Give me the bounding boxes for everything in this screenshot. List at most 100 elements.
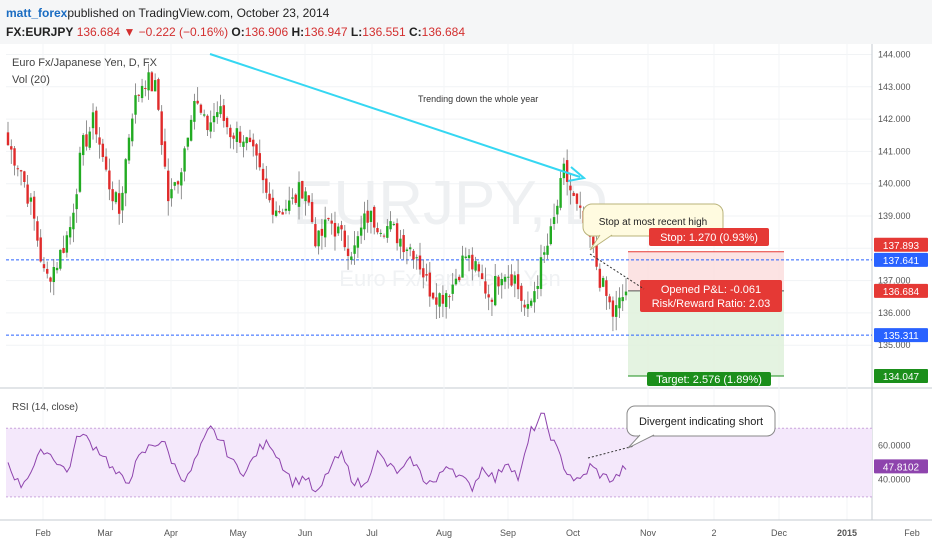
candle (438, 292, 441, 319)
candle (343, 224, 346, 251)
candle (176, 180, 180, 194)
horizontal-lines[interactable] (6, 259, 872, 336)
chart-canvas[interactable]: 144.000 143.000 142.000 141.000 140.000 139.0… (0, 44, 932, 550)
candle-body (448, 296, 451, 298)
candle (444, 290, 448, 319)
candle-body (235, 128, 239, 142)
candle (29, 193, 33, 215)
candle-body (369, 210, 373, 222)
candle (46, 261, 49, 279)
high-value: 136.947 (304, 25, 348, 39)
candle (10, 139, 13, 164)
drawings[interactable]: Trending down the whole year Stop at most… (209, 53, 782, 459)
candle (98, 127, 101, 159)
time-tick-label: 2 (711, 528, 716, 538)
author-link[interactable]: matt_forex (6, 6, 68, 20)
open-label: O: (231, 25, 245, 39)
candle (167, 158, 170, 216)
price-label-box (874, 252, 928, 267)
candle (346, 235, 350, 270)
target-label-box[interactable] (647, 372, 771, 386)
candle (297, 171, 301, 220)
candle (454, 268, 458, 286)
candle (327, 217, 330, 222)
candle-body (543, 252, 546, 255)
candle (75, 188, 78, 223)
candle (320, 218, 324, 250)
candle (359, 215, 363, 244)
candle (516, 260, 520, 300)
candle (274, 201, 278, 218)
price-label-text: 136.684 (883, 287, 920, 298)
candle-body (552, 217, 556, 224)
candle-body (170, 189, 173, 199)
price-axis[interactable]: 144.000 143.000 142.000 141.000 140.000 139.0… (871, 44, 911, 520)
candle (546, 233, 549, 260)
candle (520, 283, 523, 312)
candle-body (36, 221, 39, 241)
candle (572, 191, 575, 197)
candle-body (337, 226, 340, 234)
candle-body (376, 228, 379, 233)
divergent-callout-bubble[interactable] (626, 405, 776, 437)
candle (153, 73, 157, 92)
candle-body (121, 192, 124, 211)
candle-body (346, 248, 350, 257)
candle-body (353, 245, 356, 254)
candle (605, 276, 608, 310)
candle-body (91, 112, 95, 129)
rsi-pane[interactable] (6, 412, 872, 498)
candle-body (516, 274, 520, 290)
candle-body (471, 254, 474, 270)
candle-body (327, 217, 330, 220)
candle (549, 218, 552, 246)
symbol-name[interactable]: FX:EURJPY (6, 25, 74, 39)
candle-body (608, 296, 611, 303)
candle (222, 98, 226, 128)
price-label-box (874, 369, 928, 384)
pl-label-box[interactable] (640, 280, 782, 312)
candle (235, 121, 239, 153)
stop-label-box[interactable] (649, 228, 769, 246)
candle-body (39, 237, 42, 262)
candle-body (153, 80, 157, 92)
candle-body (389, 221, 392, 230)
candle-body (242, 141, 245, 147)
time-axis[interactable]: Feb Mar Apr May Jun Jul Aug Sep Oct Nov 2 Dec 2015 Fe… (0, 519, 932, 538)
candle-body (579, 205, 582, 208)
candle-body (222, 105, 226, 121)
candle-body (291, 197, 294, 199)
low-value: 136.551 (362, 25, 406, 39)
trend-arrow-line[interactable] (209, 53, 581, 178)
candle (229, 124, 232, 149)
candle (467, 248, 471, 272)
candle (252, 133, 255, 157)
candle-body (157, 79, 160, 110)
candle-body (13, 148, 16, 166)
position-zones[interactable] (628, 251, 784, 377)
candle (137, 94, 140, 103)
candle (232, 132, 235, 150)
candle (49, 276, 52, 293)
candle-body (26, 184, 29, 204)
candle (261, 163, 265, 194)
candle (350, 251, 353, 265)
candle (199, 103, 203, 115)
candle (271, 189, 275, 224)
candle-body (65, 235, 69, 253)
candle-body (474, 261, 477, 271)
candle (441, 285, 445, 318)
candle (356, 231, 360, 258)
candle (382, 233, 386, 239)
candle-body (507, 276, 510, 278)
volume-label: Vol (20) (12, 74, 50, 86)
candle (144, 80, 147, 97)
candle (353, 231, 356, 265)
candle (186, 137, 190, 151)
candle-body (104, 156, 108, 170)
trend-arrow-head[interactable] (567, 166, 587, 182)
candle-body (500, 278, 503, 286)
candle (592, 233, 595, 254)
candle-body (510, 274, 513, 286)
candle (484, 267, 487, 299)
